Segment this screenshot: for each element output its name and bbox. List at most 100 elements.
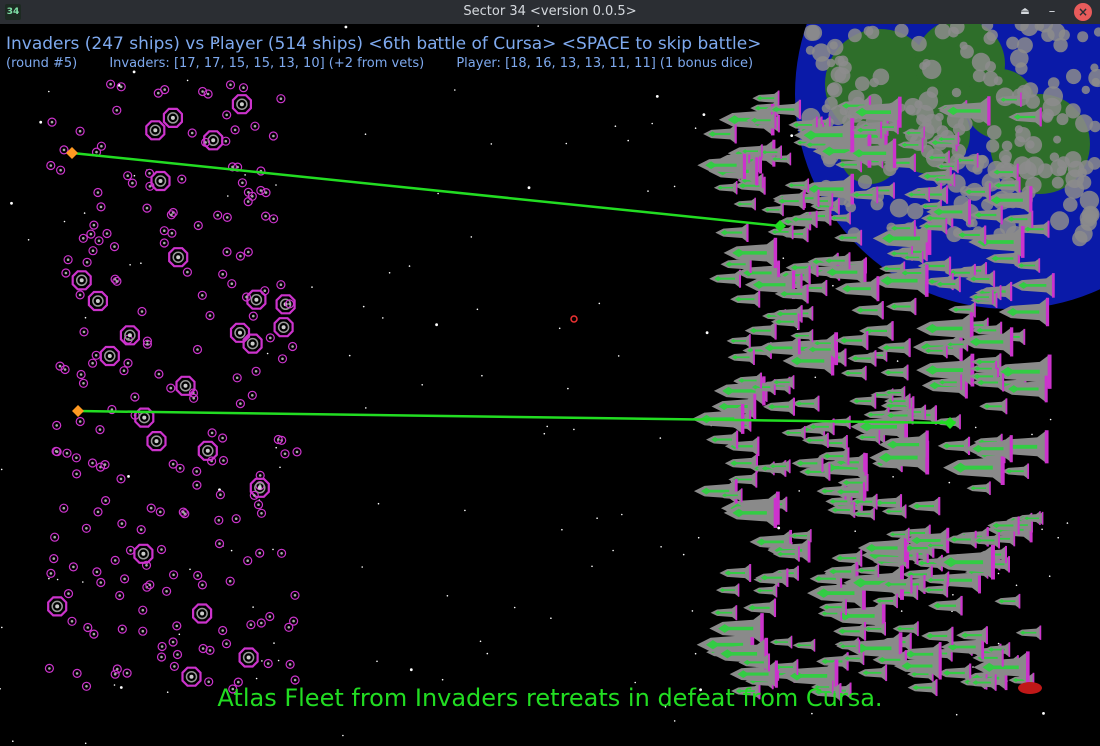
invader-ship <box>201 137 211 148</box>
star <box>702 113 706 116</box>
invader-ship <box>71 469 82 479</box>
invader-ship <box>46 568 56 579</box>
player-ship <box>881 504 907 519</box>
invader-ship <box>285 299 295 309</box>
player-ship <box>994 593 1021 609</box>
star <box>0 626 3 629</box>
minimize-button[interactable]: – <box>1043 3 1061 21</box>
invader-ship <box>238 647 259 668</box>
invader-ship <box>251 366 261 376</box>
player-ship <box>937 663 972 683</box>
player-ship <box>727 349 755 365</box>
star <box>84 742 87 745</box>
planet-cloud <box>934 24 951 40</box>
player-ship <box>693 478 738 504</box>
invader-ship <box>76 369 86 380</box>
invader-ship <box>102 228 112 239</box>
invader-ship <box>49 553 59 564</box>
planet-cloud <box>1074 224 1093 243</box>
invader-ship <box>218 433 228 443</box>
invader-ship <box>290 675 300 685</box>
player-ship <box>827 502 856 518</box>
planet-cloud <box>894 24 909 38</box>
invader-ship <box>78 378 89 388</box>
invader-ship <box>155 507 165 517</box>
invader-ship <box>197 580 207 590</box>
planet-cloud <box>1050 159 1068 177</box>
star <box>227 195 229 197</box>
planet-cloud <box>1077 31 1089 43</box>
maximize-button[interactable]: ⏏ <box>1016 3 1034 21</box>
star <box>376 660 378 663</box>
invader-ship <box>141 560 152 570</box>
invader-ship <box>192 480 202 490</box>
invader-ship <box>123 358 133 368</box>
star <box>275 184 277 186</box>
star <box>948 481 951 484</box>
invader-ship <box>231 94 252 115</box>
player-ship <box>956 626 988 645</box>
invader-ship <box>215 490 225 500</box>
player-ship <box>1020 511 1044 525</box>
invader-ship <box>93 187 103 198</box>
player-ship <box>882 406 914 425</box>
invader-ship <box>227 162 238 172</box>
player-ship <box>855 563 880 578</box>
minimize-icon: – <box>1048 4 1056 19</box>
player-ship <box>770 313 800 330</box>
star <box>408 265 411 267</box>
invader-ship <box>93 507 103 517</box>
planet-cloud <box>936 125 949 138</box>
invader-ship <box>46 160 56 171</box>
invader-ship <box>130 392 140 402</box>
invader-ship <box>123 171 133 181</box>
player-ship <box>872 593 898 609</box>
star <box>974 426 977 429</box>
invader-ship <box>63 255 73 265</box>
planet-cloud <box>907 203 924 220</box>
battle-view[interactable]: Invaders (247 ships) vs Player (514 ship… <box>0 24 1100 746</box>
star <box>854 530 856 532</box>
player-ship <box>877 338 911 358</box>
star <box>1041 528 1043 531</box>
player-ship <box>715 583 740 597</box>
invader-ship <box>280 449 290 459</box>
player-ship <box>886 219 916 237</box>
invader-ship <box>96 202 106 212</box>
invader-ship <box>182 267 192 277</box>
invader-ship <box>189 393 199 403</box>
star <box>129 264 131 266</box>
laser-beam <box>77 409 951 425</box>
player-ship <box>1002 210 1034 228</box>
planet-cloud <box>1006 36 1020 50</box>
invader-ship <box>235 399 245 409</box>
player-ship <box>816 652 849 671</box>
player-ship <box>793 118 855 153</box>
planet-cloud <box>857 174 873 190</box>
invader-ship <box>198 86 208 97</box>
player-ship <box>710 605 738 621</box>
invader-ship <box>91 350 101 360</box>
player-ship <box>752 90 780 106</box>
star <box>252 606 254 608</box>
player-ship <box>1011 273 1055 298</box>
title-bar: 34 Sector 34 <version 0.0.5> ⏏ – × <box>0 0 1100 24</box>
star <box>279 466 281 469</box>
invader-ship <box>117 519 127 529</box>
close-button[interactable]: × <box>1074 3 1092 21</box>
invader-ship <box>63 588 74 599</box>
player-ship <box>952 152 979 168</box>
player-ship <box>733 372 763 389</box>
invader-ship <box>146 503 156 513</box>
star <box>790 134 794 137</box>
invader-ship <box>81 523 92 533</box>
player-ship <box>703 124 737 144</box>
star <box>896 360 899 362</box>
planet-cloud <box>1024 156 1045 176</box>
invader-ship <box>192 344 203 355</box>
invader-ship <box>68 562 79 572</box>
planet-cloud <box>1076 175 1092 190</box>
star <box>798 490 800 492</box>
star <box>230 549 233 552</box>
invader-ship <box>87 458 98 468</box>
